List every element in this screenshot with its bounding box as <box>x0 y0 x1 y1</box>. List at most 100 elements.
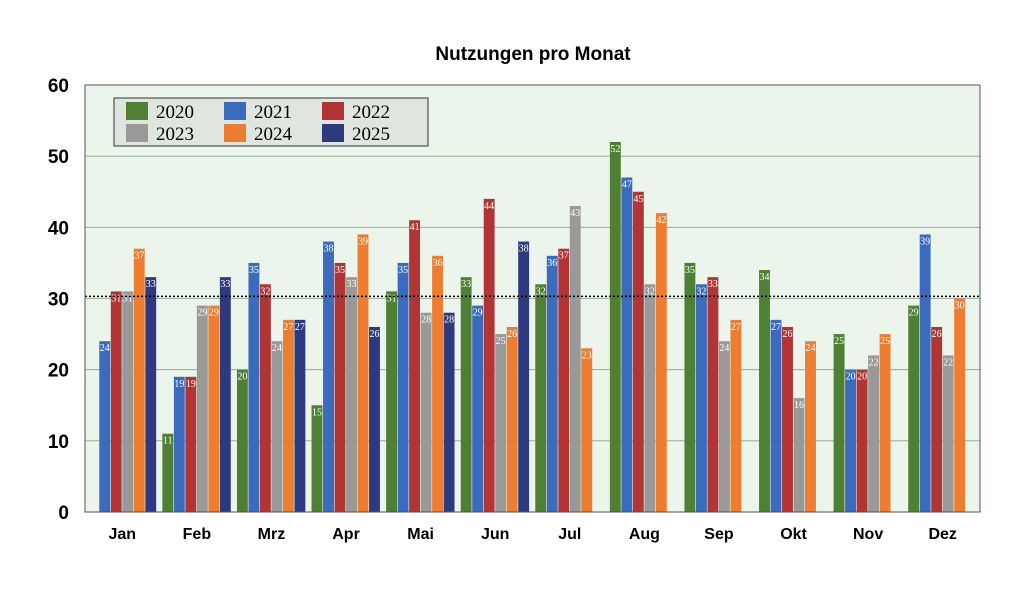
bar-value-label: 26 <box>782 329 792 340</box>
bar-2021-Feb <box>173 376 185 512</box>
bar-value-label: 24 <box>272 343 282 354</box>
bar-value-label: 33 <box>220 279 230 290</box>
bar-value-label: 27 <box>283 322 293 333</box>
bar-value-label: 44 <box>484 201 494 212</box>
bar-2023-Feb <box>196 305 208 512</box>
legend-swatch-2022 <box>322 102 344 120</box>
x-tick-label: Jan <box>109 526 137 543</box>
bar-2022-Sep <box>707 277 719 512</box>
bar-2023-Okt <box>793 398 805 512</box>
bar-2021-Aug <box>621 177 633 512</box>
bar-value-label: 32 <box>536 286 546 297</box>
bar-2020-Jul <box>535 284 547 512</box>
bar-2025-Jun <box>518 241 530 513</box>
bar-2024-Jul <box>581 348 593 512</box>
bar-value-label: 26 <box>369 329 379 340</box>
bar-value-label: 23 <box>582 350 592 361</box>
bar-2021-Mai <box>397 262 409 512</box>
bar-value-label: 47 <box>622 180 632 191</box>
bar-value-label: 28 <box>421 315 431 326</box>
legend-label-2025: 2025 <box>352 124 390 145</box>
bar-2022-Feb <box>185 376 197 512</box>
bars <box>99 141 966 513</box>
bar-value-label: 33 <box>461 279 471 290</box>
bar-value-label: 52 <box>610 144 620 155</box>
bar-value-label: 35 <box>685 265 695 276</box>
bar-value-label: 35 <box>335 265 345 276</box>
bar-2023-Jul <box>569 205 581 512</box>
x-tick-label: Jul <box>558 526 581 543</box>
x-tick-label: Nov <box>853 526 883 543</box>
bar-value-label: 19 <box>174 379 184 390</box>
bar-2020-Apr <box>311 405 323 512</box>
bar-2021-Nov <box>845 369 857 512</box>
chart-title: Nutzungen pro Monat <box>435 44 631 65</box>
bar-value-label: 29 <box>909 308 919 319</box>
bar-value-label: 43 <box>570 208 580 219</box>
legend: 2020 2021 2022 2023 2024 2025 <box>113 97 429 147</box>
legend-swatch-2021 <box>224 102 246 120</box>
bar-value-label: 36 <box>547 258 557 269</box>
bar-value-label: 38 <box>323 244 333 255</box>
bar-2022-Okt <box>782 326 793 512</box>
bar-2023-Dez <box>942 355 954 512</box>
bar-2022-Apr <box>334 262 346 512</box>
x-tick-label: Dez <box>928 526 956 543</box>
bar-2024-Jun <box>506 326 518 512</box>
bar-value-label: 26 <box>507 329 517 340</box>
bar-value-label: 25 <box>880 336 890 347</box>
bar-value-label: 22 <box>869 357 879 368</box>
bar-2020-Jun <box>460 277 472 512</box>
bar-2024-Dez <box>954 298 966 512</box>
legend-swatch-2020 <box>126 102 148 120</box>
y-tick-label: 0 <box>58 503 69 524</box>
bar-value-label: 32 <box>696 286 706 297</box>
legend-swatch-2023 <box>126 124 148 142</box>
bar-2024-Mai <box>432 255 444 513</box>
bar-2022-Mai <box>409 220 421 512</box>
grid-lines <box>85 155 980 442</box>
bar-2022-Jul <box>558 248 570 512</box>
legend-label-2021: 2021 <box>254 102 292 123</box>
bar-value-label: 24 <box>100 343 110 354</box>
bar-2023-Apr <box>346 277 357 512</box>
x-axis-ticks: Jan Feb Mrz Apr Mai Jun Jul Aug Sep Okt Nov Dez <box>109 526 957 543</box>
bar-value-label: 27 <box>295 322 305 333</box>
bar-2023-Jan <box>122 291 134 512</box>
bar-value-label: 11 <box>163 436 173 447</box>
legend-label-2020: 2020 <box>156 102 194 123</box>
y-tick-label: 30 <box>48 290 69 311</box>
bar-value-label: 27 <box>771 322 781 333</box>
bar-value-label: 32 <box>260 286 270 297</box>
legend-label-2022: 2022 <box>352 102 390 123</box>
bar-2023-Mrz <box>271 341 283 512</box>
bar-value-label: 33 <box>346 279 356 290</box>
bar-2024-Sep <box>730 319 742 512</box>
bar-value-label: 30 <box>955 301 965 312</box>
bar-2020-Sep <box>684 262 696 512</box>
bar-value-label: 37 <box>559 251 569 262</box>
bar-2025-Mrz <box>294 319 306 512</box>
bar-2020-Aug <box>609 141 621 512</box>
x-tick-label: Jun <box>481 526 509 543</box>
bar-value-label: 32 <box>645 286 655 297</box>
bar-value-label: 36 <box>433 258 443 269</box>
plot-frame <box>84 84 981 513</box>
bar-2020-Nov <box>833 334 845 512</box>
bar-value-label: 25 <box>834 336 844 347</box>
y-tick-label: 40 <box>48 218 69 239</box>
bar-value-label: 31 <box>111 293 121 304</box>
bar-2023-Aug <box>644 284 656 512</box>
bar-2025-Mai <box>443 312 455 512</box>
bar-value-label: 39 <box>920 236 930 247</box>
x-tick-label: Okt <box>780 526 807 543</box>
bar-2025-Apr <box>369 326 380 512</box>
bar-2023-Jun <box>495 334 507 512</box>
bar-value-label: 33 <box>708 279 718 290</box>
bar-2021-Apr <box>323 241 334 513</box>
bar-value-label: 24 <box>719 343 729 354</box>
bar-2024-Mrz <box>282 319 294 512</box>
bar-value-label: 37 <box>134 251 144 262</box>
